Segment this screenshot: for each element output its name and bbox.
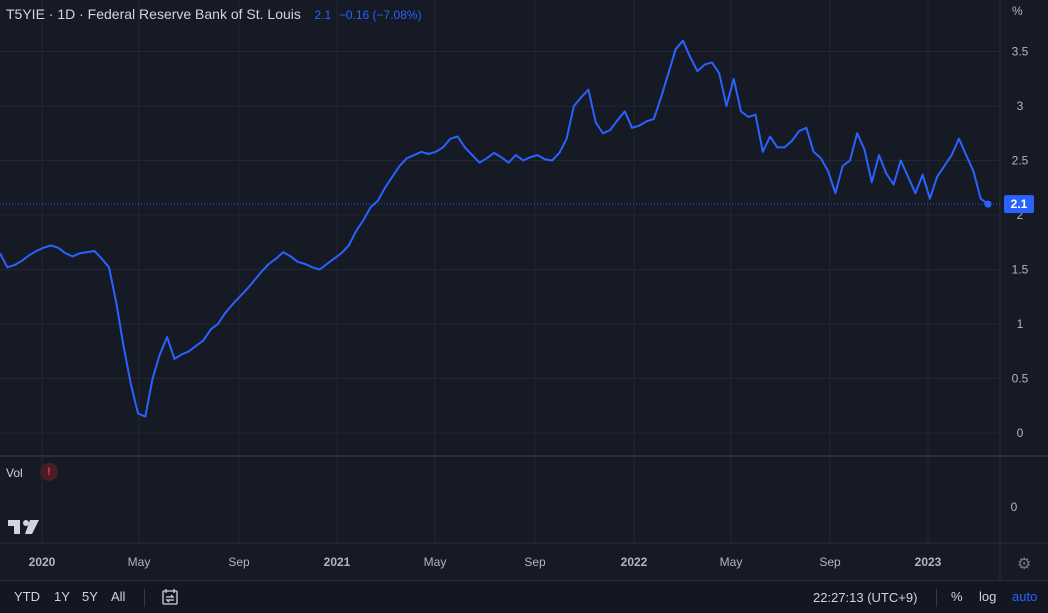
price-chart-svg[interactable]: 0 0.5 1 1.5 2 2.5 3 3.5 2020 May Sep 2021 May Sep 2022… bbox=[0, 0, 1048, 580]
toolbar-divider bbox=[936, 589, 937, 607]
x-tick-label: Sep bbox=[819, 555, 841, 569]
last-value: 2.1 bbox=[314, 8, 332, 22]
y-tick-label: 2 bbox=[1017, 208, 1024, 222]
gear-icon[interactable]: ⚙ bbox=[1017, 556, 1032, 573]
warning-icon[interactable]: ! bbox=[40, 463, 58, 481]
clock-timezone[interactable]: 22:27:13 (UTC+9) bbox=[813, 590, 918, 605]
y-tick-label: 3.5 bbox=[1012, 45, 1029, 59]
x-tick-label: May bbox=[720, 555, 743, 569]
series-line bbox=[0, 39, 989, 418]
x-tick-label: 2023 bbox=[915, 555, 942, 569]
series-endpoint bbox=[984, 200, 992, 208]
tradingview-logo-icon[interactable] bbox=[8, 519, 40, 540]
y-tick-label: 2.5 bbox=[1012, 154, 1029, 168]
y-tick-label: 3 bbox=[1017, 99, 1024, 113]
chart-area[interactable]: 0 0.5 1 1.5 2 2.5 3 3.5 2020 May Sep 2021 May Sep 2022… bbox=[0, 0, 1048, 580]
log-scale-button[interactable]: log bbox=[979, 589, 997, 604]
range-ytd-button[interactable]: YTD bbox=[14, 589, 40, 604]
y-tick-label: 1.5 bbox=[1012, 263, 1029, 277]
x-tick-label: May bbox=[424, 555, 447, 569]
x-tick-label: 2021 bbox=[324, 555, 351, 569]
x-tick-label: May bbox=[128, 555, 151, 569]
x-tick-label: Sep bbox=[228, 555, 250, 569]
range-all-button[interactable]: All bbox=[111, 589, 126, 604]
range-5y-button[interactable]: 5Y bbox=[82, 589, 98, 604]
range-1y-button[interactable]: 1Y bbox=[54, 589, 70, 604]
change-value: −0.16 (−7.08%) bbox=[338, 8, 422, 22]
x-tick-label: Sep bbox=[524, 555, 546, 569]
volume-label[interactable]: Vol bbox=[6, 466, 23, 480]
auto-scale-button[interactable]: auto bbox=[1012, 589, 1038, 604]
bottom-toolbar: YTD 1Y 5Y All 22:27:13 (UTC+9) % log aut… bbox=[0, 580, 1048, 613]
y-tick-label: 1 bbox=[1017, 317, 1024, 331]
compare-icon[interactable] bbox=[161, 588, 179, 611]
chart-legend: T5YIE · 1D · Federal Reserve Bank of St.… bbox=[6, 6, 422, 22]
y-tick-label: 0 bbox=[1017, 426, 1024, 440]
toolbar-divider bbox=[144, 589, 145, 607]
x-tick-label: 2020 bbox=[29, 555, 56, 569]
y-tick-label: 0.5 bbox=[1012, 372, 1029, 386]
x-tick-label: 2022 bbox=[621, 555, 648, 569]
percent-scale-button[interactable]: % bbox=[951, 589, 963, 604]
symbol-title[interactable]: T5YIE · 1D · Federal Reserve Bank of St.… bbox=[6, 6, 301, 22]
price-badge-bg bbox=[1004, 195, 1034, 214]
volume-axis-label: 0 bbox=[1011, 500, 1018, 514]
price-scale-unit: % bbox=[1012, 4, 1023, 18]
price-badge: 2.1 bbox=[1011, 197, 1028, 211]
